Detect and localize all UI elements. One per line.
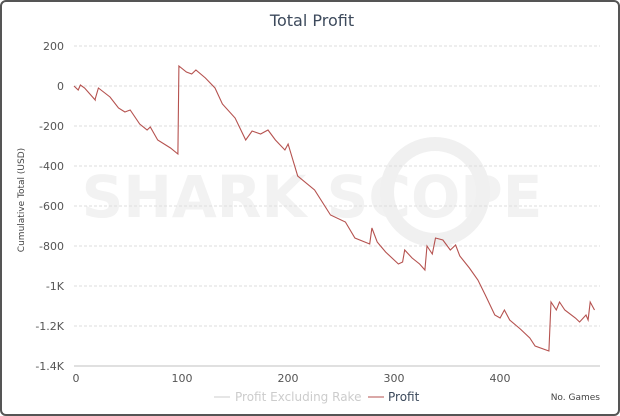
y-tick-label: -200: [39, 120, 64, 133]
y-tick-label: -1.4K: [35, 360, 64, 373]
x-tick-label: 0: [73, 372, 80, 385]
legend-label: Profit: [388, 390, 420, 404]
y-tick-label: -1K: [46, 280, 65, 293]
y-tick-label: 0: [57, 80, 64, 93]
y-tick-label: -600: [39, 200, 64, 213]
chart-title: Total Profit: [269, 11, 354, 30]
x-tick-label: 100: [172, 372, 193, 385]
x-tick-label: 400: [490, 372, 511, 385]
series-line-profit: [73, 64, 595, 352]
x-axis-label: No. Games: [551, 393, 601, 403]
x-tick-label: 200: [278, 372, 299, 385]
legend-item-profit-excluding-rake[interactable]: Profit Excluding Rake: [214, 390, 361, 404]
y-axis-label: Cumulative Total (USD): [17, 148, 27, 252]
y-tick-label: -400: [39, 160, 64, 173]
y-tick-label: -800: [39, 240, 64, 253]
legend-label: Profit Excluding Rake: [235, 390, 361, 404]
y-tick-label: 200: [43, 40, 64, 53]
legend-item-profit[interactable]: Profit: [368, 390, 420, 404]
x-tick-label: 300: [384, 372, 405, 385]
y-tick-label: -1.2K: [35, 320, 64, 333]
